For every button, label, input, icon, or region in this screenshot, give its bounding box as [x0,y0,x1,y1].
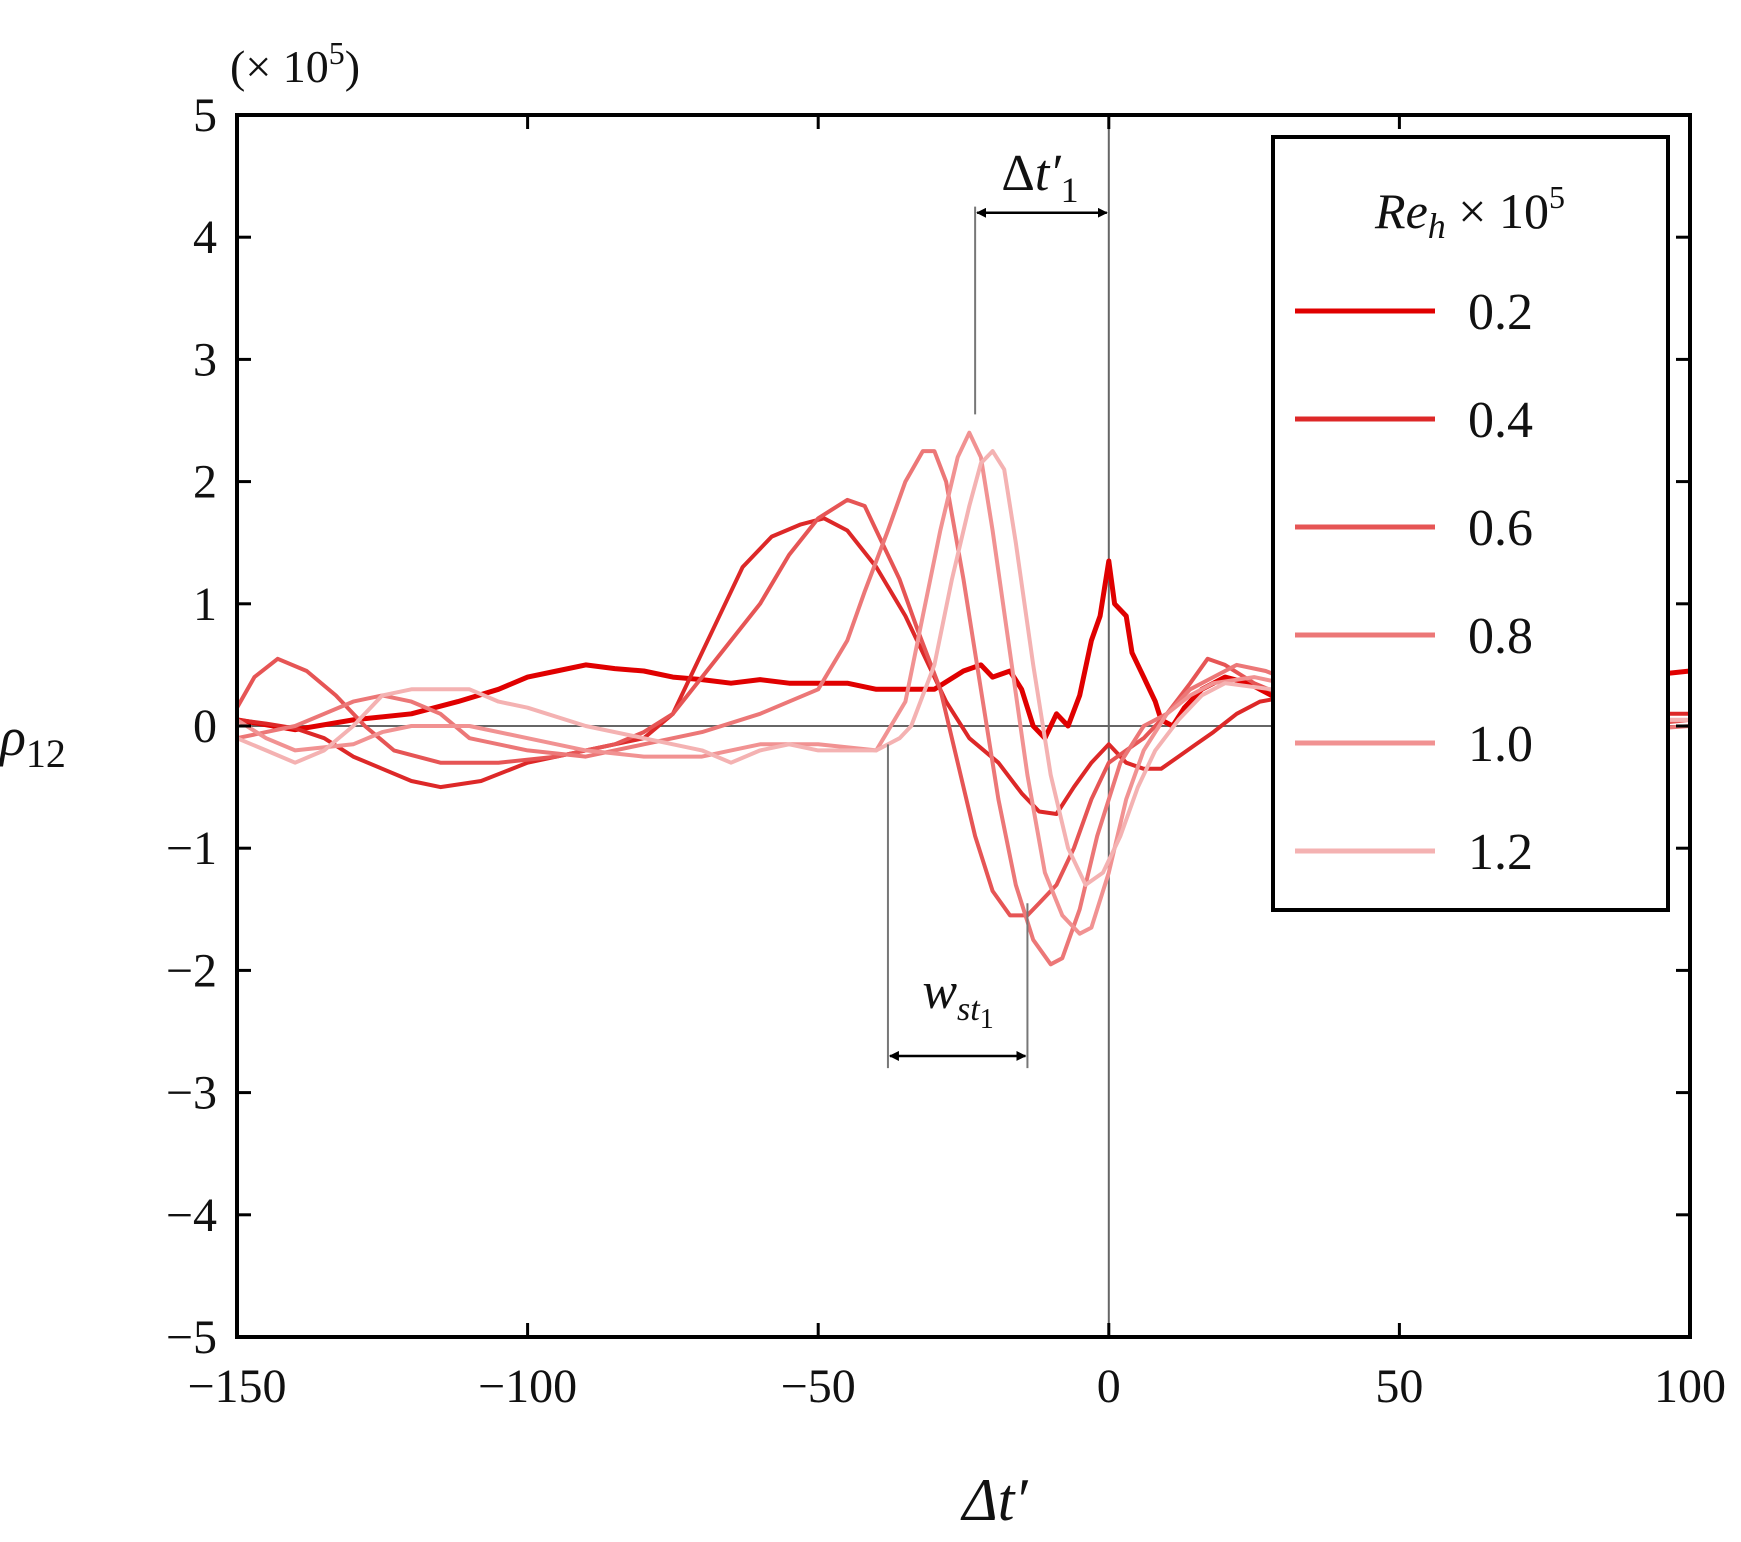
legend-item-label: 0.2 [1468,284,1533,341]
series-group [237,430,1690,967]
y-multiplier-label: (× 105) [230,35,360,92]
y-tick-labels: 5 4 3 2 1 0 −1 −2 −3 −4 −5 [166,89,217,1364]
y-tick-label: −5 [166,1311,217,1364]
legend-title: Reh × 105 [1374,179,1565,246]
legend-item-label: 0.6 [1468,500,1533,557]
x-tick-label: 0 [1097,1360,1121,1413]
legend-box [1271,135,1670,912]
legend-item-label: 1.2 [1468,824,1533,881]
y-tick-label: −1 [166,822,217,875]
y-tick-label: 5 [193,89,217,142]
x-tick-label: −50 [781,1360,856,1413]
series-line-0.8 [237,449,1690,967]
delta-t1-label: Δt′1 [1001,145,1078,210]
y-axis-label: ρ12 [0,707,66,776]
y-tick-label: 0 [193,700,217,753]
y-tick-label: −2 [166,944,217,997]
x-tick-label: 50 [1375,1360,1423,1413]
x-tick-label: 100 [1654,1360,1726,1413]
axis-ticks [235,113,1692,1339]
y-tick-label: −4 [166,1189,217,1242]
series-line-1.2 [237,449,1690,887]
series-line-0.6 [237,497,1690,918]
x-tick-label: −150 [187,1360,286,1413]
legend-item-label: 0.8 [1468,608,1533,665]
x-tick-label: −100 [478,1360,577,1413]
legend: Reh × 105 0.2 0.4 0.6 0.8 1.0 1.2 [1271,135,1670,912]
x-tick-labels: −150 −100 −50 0 50 100 [187,1360,1726,1413]
legend-item-label: 1.0 [1468,716,1533,773]
x-axis-label: Δt′ [960,1467,1028,1533]
series-line-0.4 [237,516,1690,816]
y-tick-label: 3 [193,333,217,386]
y-tick-label: 1 [193,578,217,631]
y-tick-label: −3 [166,1067,217,1120]
legend-item-label: 0.4 [1468,392,1533,449]
y-tick-label: 4 [193,211,217,264]
annotations [886,206,1108,1069]
wst1-label: wst1 [922,963,993,1035]
y-tick-label: 2 [193,456,217,509]
